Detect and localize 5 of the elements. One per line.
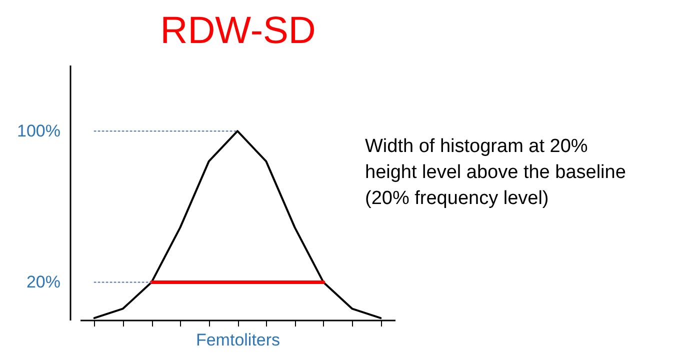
x-axis-title: Femtoliters xyxy=(196,330,280,350)
chart-title: RDW-SD xyxy=(160,10,316,52)
y-tick-label: 20% xyxy=(26,272,60,292)
y-tick-label: 100% xyxy=(17,122,60,141)
annotation: Width of histogram at 20% height level above the baseline (20% frequency level) xyxy=(365,136,626,209)
